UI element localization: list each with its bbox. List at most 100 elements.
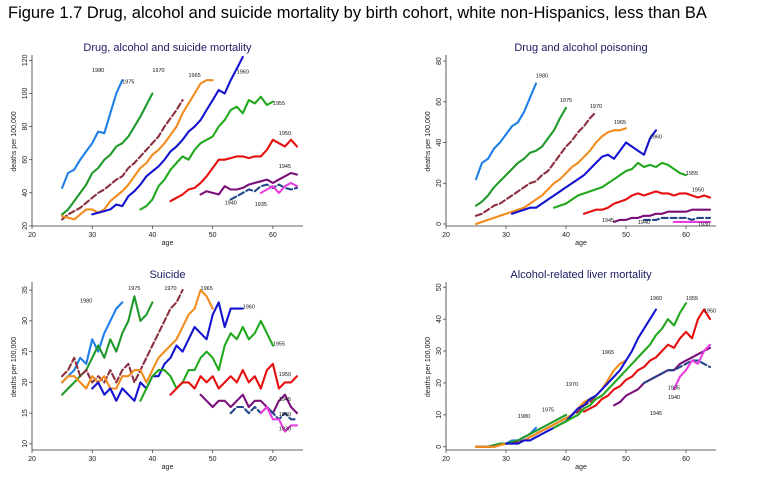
y-tick-label: 25 (22, 348, 29, 356)
series-line-1945 (199, 393, 299, 415)
cohort-label-1940: 1940 (668, 395, 680, 401)
series-line-1950 (582, 308, 712, 413)
cohort-label-1975: 1975 (128, 286, 140, 292)
y-tick-label: 10 (436, 411, 443, 419)
series-line-1945 (199, 171, 299, 196)
cohort-label-1950: 1950 (279, 131, 291, 137)
x-tick-label: 40 (562, 456, 570, 463)
chart-panel-4: Alcohol-related liver mortality 0 10 20 30 40… (425, 269, 716, 471)
x-tick-label: 50 (209, 232, 217, 239)
cohort-label-1970: 1970 (566, 382, 578, 388)
series-line-1980 (61, 79, 124, 189)
y-tick-label: 30 (22, 317, 29, 325)
x-tick-label: 30 (88, 232, 96, 239)
panel-title: Suicide (149, 269, 185, 281)
series-line-1940 (642, 216, 712, 221)
y-tick-label: 20 (436, 379, 443, 387)
cohort-label-1970: 1970 (590, 104, 602, 110)
y-axis-label: deaths per 100,000 (425, 111, 432, 171)
series-line-1970 (474, 394, 598, 448)
series-line-1950 (582, 190, 712, 215)
series-line-1950 (169, 362, 299, 396)
y-tick-label: 20 (22, 378, 29, 386)
y-tick-label: 60 (22, 156, 29, 164)
series-line-1960 (510, 129, 658, 215)
cohort-label-1945: 1945 (279, 397, 291, 403)
series-line-1965 (61, 289, 214, 390)
y-axis-label: deaths per 100,000 (425, 337, 432, 397)
y-tick-label: 0 (436, 222, 443, 226)
y-axis-label: deaths per 100,000 (11, 337, 18, 397)
series-line-1935 (259, 181, 299, 194)
figure-title: Figure 1.7 Drug, alcohol and suicide mor… (8, 4, 707, 22)
series-line-1945 (612, 208, 712, 223)
cohort-label-1970: 1970 (164, 286, 176, 292)
x-tick-label: 30 (502, 456, 510, 463)
series-line-1965 (474, 127, 628, 226)
x-tick-label: 20 (442, 456, 450, 463)
x-tick-label: 40 (149, 456, 157, 463)
y-tick-label: 60 (436, 98, 443, 106)
x-tick-label: 20 (28, 232, 36, 239)
cohort-label-1965: 1965 (188, 73, 200, 79)
cohort-label-1955: 1955 (686, 171, 698, 177)
series-line-1940 (229, 183, 299, 201)
x-axis-label: age (162, 240, 174, 247)
x-tick-label: 30 (88, 456, 96, 463)
series-line-1935 (672, 343, 712, 391)
series-line-1960 (504, 308, 658, 445)
y-tick-label: 40 (436, 139, 443, 147)
y-tick-label: 15 (22, 409, 29, 417)
series-line-1955 (552, 161, 688, 209)
chart-panel-1: Drug, alcohol and suicide mortality 20 40 6… (11, 42, 303, 247)
cohort-label-1955: 1955 (273, 341, 285, 347)
x-tick-label: 30 (502, 232, 510, 239)
cohort-label-1950: 1950 (279, 372, 291, 378)
x-tick-label: 50 (622, 456, 630, 463)
cohort-label-1975: 1975 (542, 408, 554, 414)
chart-panel-3: Suicide 10 15 20 25 30 35 20 30 40 50 60 age deaths p… (11, 269, 303, 471)
series-line-1975 (61, 92, 154, 216)
cohort-label-1930: 1930 (698, 222, 710, 228)
series-line-1960 (91, 55, 244, 216)
cohort-label-1940: 1940 (279, 412, 291, 418)
series-line-1955 (139, 319, 274, 402)
cohort-label-1970: 1970 (152, 68, 164, 74)
x-tick-label: 40 (562, 232, 570, 239)
cohort-label-1940: 1940 (225, 200, 237, 206)
y-tick-label: 30 (436, 347, 443, 355)
x-tick-label: 40 (149, 232, 157, 239)
x-tick-label: 20 (28, 456, 36, 463)
y-tick-label: 40 (22, 189, 29, 197)
cohort-label-1945: 1945 (602, 218, 614, 224)
y-tick-label: 80 (22, 123, 29, 131)
chart-panel-2: Drug and alcohol poisoning 0 20 40 60 80 20 30 4… (425, 42, 716, 247)
y-tick-label: 10 (22, 440, 29, 448)
cohort-label-1945: 1945 (279, 164, 291, 170)
series-line-1980 (61, 301, 124, 384)
y-tick-label: 120 (22, 54, 29, 66)
cohort-label-1945: 1945 (650, 411, 662, 417)
y-tick-label: 50 (436, 283, 443, 291)
cohort-label-1950: 1950 (692, 187, 704, 193)
cohort-label-1980: 1980 (80, 298, 92, 304)
cohort-label-1960: 1960 (650, 296, 662, 302)
cohort-label-1960: 1960 (237, 70, 249, 76)
series-line-1970 (61, 289, 184, 384)
x-tick-label: 60 (682, 456, 690, 463)
series-line-1950 (169, 138, 299, 203)
series-line-1970 (474, 110, 598, 217)
panel-title: Alcohol-related liver mortality (510, 269, 652, 281)
x-tick-label: 60 (269, 232, 277, 239)
x-tick-label: 20 (442, 232, 450, 239)
x-tick-label: 60 (682, 232, 690, 239)
x-axis-label: age (162, 464, 174, 471)
y-axis-label: deaths per 100,000 (11, 111, 18, 171)
cohort-label-1960: 1960 (650, 134, 662, 140)
x-tick-label: 60 (269, 456, 277, 463)
series-line-1930 (259, 405, 299, 433)
series-line-1940 (642, 359, 712, 385)
x-tick-label: 50 (622, 232, 630, 239)
cohort-label-1935: 1935 (255, 202, 267, 208)
